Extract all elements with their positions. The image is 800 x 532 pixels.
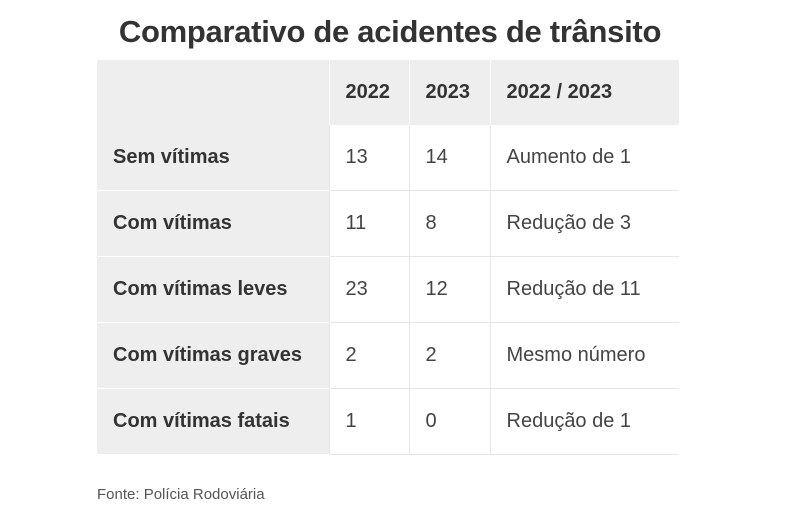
header-comparison: 2022 / 2023 <box>490 60 679 125</box>
value-2023: 0 <box>408 388 490 455</box>
row-label: Sem vítimas <box>97 125 329 191</box>
value-2022: 1 <box>328 388 409 455</box>
table-row: Sem vítimas 13 14 Aumento de 1 <box>97 125 679 191</box>
header-2022: 2022 <box>329 60 410 125</box>
header-2023: 2023 <box>409 60 491 125</box>
value-2023: 14 <box>408 125 490 191</box>
table-row: Com vítimas leves 23 12 Redução de 11 <box>97 256 679 323</box>
change-value: Redução de 1 <box>489 388 679 455</box>
change-value: Redução de 3 <box>489 190 679 257</box>
value-2022: 13 <box>328 125 409 191</box>
data-table: 2022 2023 2022 / 2023 Sem vítimas 13 14 … <box>97 60 679 455</box>
header-empty-cell <box>97 60 330 125</box>
change-value: Redução de 11 <box>489 256 679 323</box>
table-row: Com vítimas 11 8 Redução de 3 <box>97 190 679 257</box>
row-label: Com vítimas <box>97 190 329 257</box>
header-row: 2022 2023 2022 / 2023 <box>97 60 679 125</box>
value-2023: 2 <box>408 322 490 389</box>
value-2022: 11 <box>328 190 409 257</box>
table-row: Com vítimas fatais 1 0 Redução de 1 <box>97 388 679 455</box>
change-value: Aumento de 1 <box>489 125 679 191</box>
value-2022: 2 <box>328 322 409 389</box>
source-note: Fonte: Polícia Rodoviária <box>97 486 265 503</box>
table-row: Com vítimas graves 2 2 Mesmo número <box>97 322 679 389</box>
chart-title: Comparativo de acidentes de trânsito <box>118 14 662 49</box>
value-2023: 12 <box>408 256 490 323</box>
row-label: Com vítimas fatais <box>97 388 329 455</box>
change-value: Mesmo número <box>489 322 679 389</box>
row-label: Com vítimas graves <box>97 322 329 389</box>
value-2023: 8 <box>408 190 490 257</box>
row-label: Com vítimas leves <box>97 256 329 323</box>
value-2022: 23 <box>328 256 409 323</box>
